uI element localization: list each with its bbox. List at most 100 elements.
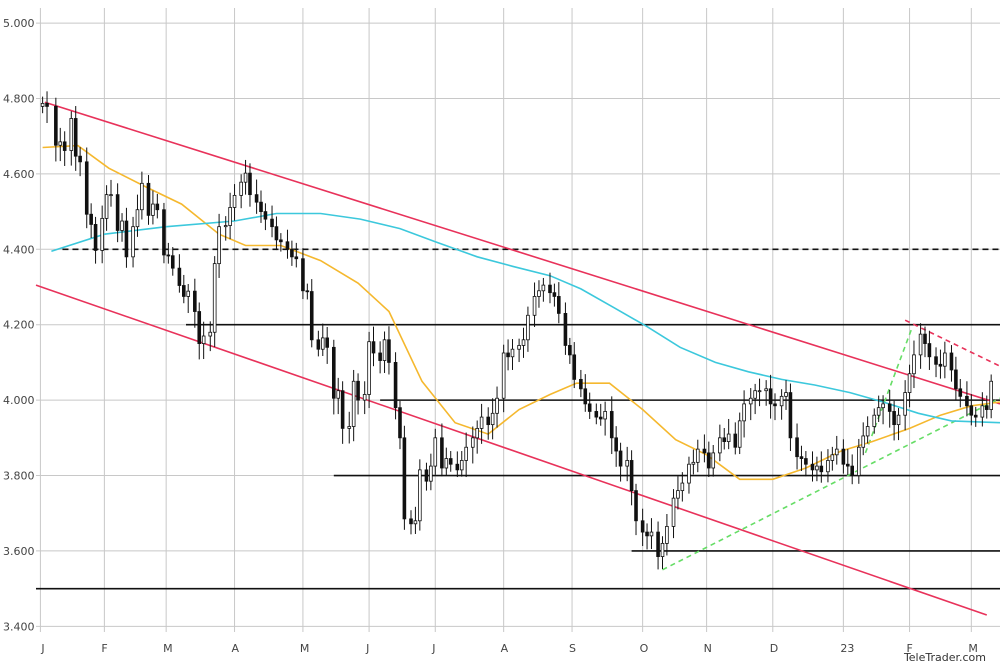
x-tick-label: N [704, 642, 712, 655]
candle-body [201, 335, 206, 344]
candle-body [579, 378, 583, 390]
candle-body [923, 333, 927, 344]
candle-body [351, 380, 356, 427]
candle-body [166, 254, 171, 257]
candle-body [726, 433, 731, 442]
candle-body [815, 465, 819, 471]
y-tick-label: 4.600 [3, 168, 35, 181]
candle-body [170, 255, 175, 269]
candle-body [332, 346, 336, 399]
candle-body [320, 337, 325, 350]
candle-body [398, 407, 402, 439]
candle-body [954, 369, 958, 390]
candle-body [857, 446, 861, 476]
y-tick-label: 4.800 [3, 92, 35, 105]
candle-body [795, 437, 799, 458]
y-tick-label: 4.200 [3, 319, 35, 332]
candle-body [362, 394, 367, 401]
candle-body [541, 284, 546, 292]
candle-body [393, 362, 398, 409]
candle-body [927, 343, 932, 358]
candle-body [93, 224, 98, 251]
candle-body [301, 258, 305, 292]
x-tick-label: F [101, 642, 107, 655]
x-tick-label: J [365, 642, 369, 655]
candle-body [124, 220, 129, 258]
candle-body [270, 218, 274, 228]
candle-body [208, 331, 213, 337]
candle-body [788, 392, 793, 439]
candle-body [444, 458, 449, 469]
candle-body [841, 448, 846, 465]
candle-body [309, 291, 314, 341]
y-tick-label: 3.400 [3, 620, 35, 633]
candle-body [387, 339, 391, 363]
candle-body [495, 397, 499, 414]
candle-body [413, 520, 418, 525]
candle-body [711, 452, 716, 469]
candle-body [402, 437, 407, 520]
candle-body [557, 296, 561, 314]
x-tick-label: D [770, 642, 778, 655]
trend-line [864, 328, 913, 454]
candle-body [773, 403, 777, 407]
candle-body [54, 106, 58, 146]
candle-body [340, 390, 345, 429]
x-tick-label: A [501, 642, 509, 655]
candle-body [594, 411, 599, 418]
candle-body [181, 285, 186, 297]
candle-body [865, 426, 870, 437]
candle-body [475, 427, 479, 439]
candle-body [371, 341, 376, 354]
candle-body [563, 313, 568, 346]
candle-body [826, 460, 830, 473]
candle-body [918, 333, 923, 356]
x-tick-label: M [968, 642, 978, 655]
candle-body [479, 416, 484, 429]
candle-body [572, 354, 577, 380]
trend-line [662, 397, 1000, 571]
candle-body [645, 531, 649, 537]
candle-body [876, 407, 881, 416]
trend-line [44, 101, 1000, 405]
candle-body [598, 416, 603, 420]
candle-body [819, 465, 824, 473]
candle-body [486, 416, 491, 426]
candle-body [367, 341, 371, 395]
candle-body [248, 172, 252, 196]
candle-body [521, 339, 526, 346]
candle-body [757, 390, 762, 393]
candle-body [89, 213, 93, 225]
candle-body [830, 454, 835, 461]
moving-average-line [42, 144, 1000, 481]
candle-body [526, 314, 530, 341]
candle-body [737, 420, 742, 448]
candle-body [742, 403, 746, 422]
candle-body [903, 392, 907, 416]
candle-body [614, 437, 618, 452]
candle-body [232, 194, 237, 208]
candle-body [958, 388, 963, 397]
moving-average-line [51, 212, 1000, 424]
candle-body [722, 437, 727, 442]
candle-body [625, 460, 629, 467]
candle-body [259, 201, 263, 213]
candle-body [965, 395, 969, 407]
candle-body [609, 411, 614, 439]
candle-body [162, 209, 166, 256]
candle-body [40, 102, 45, 107]
candle-body [325, 337, 329, 348]
candle-body [120, 220, 124, 231]
candle-body [382, 339, 387, 361]
candle-body [629, 460, 634, 492]
candle-body [887, 403, 892, 412]
candle-body [671, 497, 676, 527]
candle-body [490, 412, 495, 426]
candle-body [429, 465, 433, 482]
candle-body [969, 405, 974, 416]
candle-body [784, 392, 788, 397]
candle-body [433, 437, 438, 467]
candle-body [702, 448, 707, 454]
candle-body [131, 226, 135, 258]
candle-body [115, 194, 120, 231]
